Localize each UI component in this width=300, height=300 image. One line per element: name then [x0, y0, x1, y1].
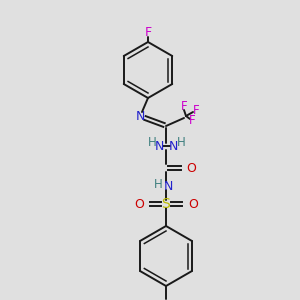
Text: S: S — [162, 197, 170, 211]
Text: F: F — [193, 103, 199, 116]
Text: N: N — [154, 140, 164, 152]
Text: F: F — [144, 26, 152, 38]
Text: O: O — [188, 197, 198, 211]
Text: O: O — [186, 161, 196, 175]
Text: H: H — [154, 178, 162, 190]
Text: O: O — [134, 197, 144, 211]
Text: N: N — [168, 140, 178, 152]
Text: N: N — [163, 179, 173, 193]
Text: H: H — [177, 136, 185, 148]
Text: F: F — [181, 100, 187, 113]
Text: H: H — [148, 136, 156, 148]
Text: F: F — [189, 113, 195, 127]
Text: N: N — [135, 110, 145, 122]
